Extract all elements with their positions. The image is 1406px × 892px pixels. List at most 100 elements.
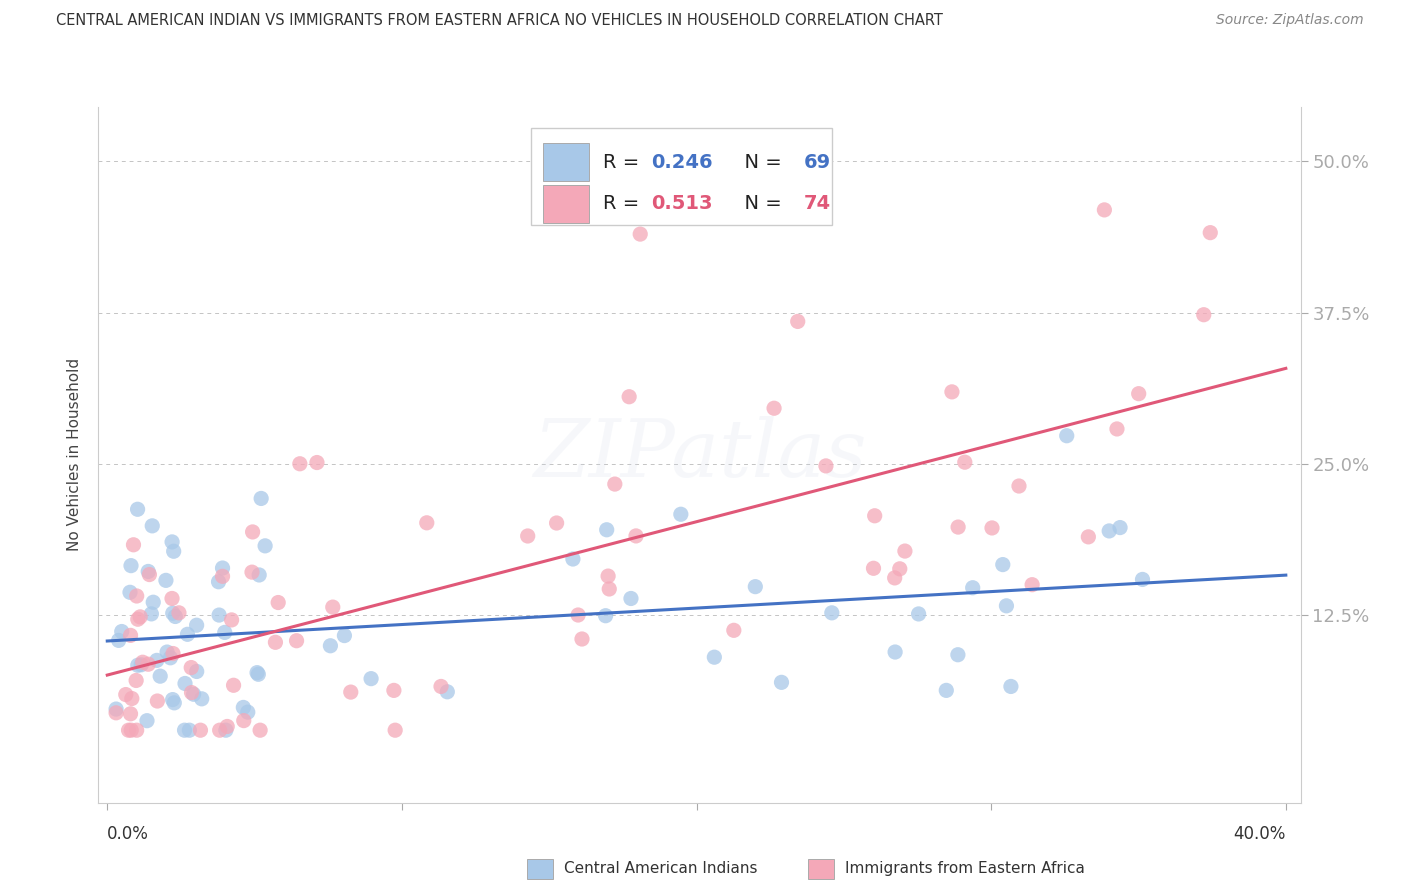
- Point: [561, 552, 583, 566]
- Text: N =: N =: [733, 153, 787, 171]
- Point: [242, 524, 264, 539]
- Point: [962, 581, 984, 595]
- Point: [160, 591, 183, 606]
- Point: [703, 650, 725, 665]
- FancyBboxPatch shape: [543, 185, 589, 223]
- Point: [1132, 573, 1154, 587]
- Point: [176, 627, 198, 641]
- Point: [125, 723, 148, 738]
- Point: [232, 700, 254, 714]
- Point: [246, 665, 269, 680]
- Point: [120, 706, 142, 721]
- Point: [863, 508, 886, 523]
- Point: [127, 502, 149, 516]
- Text: N =: N =: [733, 194, 787, 213]
- Point: [217, 719, 239, 733]
- Point: [222, 678, 245, 692]
- Point: [991, 558, 1014, 572]
- FancyBboxPatch shape: [531, 128, 832, 226]
- Point: [162, 606, 184, 620]
- Point: [141, 519, 163, 533]
- Point: [603, 477, 626, 491]
- Point: [384, 723, 406, 738]
- Point: [1128, 386, 1150, 401]
- Point: [571, 632, 593, 646]
- Point: [770, 675, 793, 690]
- Point: [884, 645, 907, 659]
- Text: Central American Indians: Central American Indians: [564, 862, 758, 876]
- Point: [160, 535, 183, 549]
- Point: [596, 523, 619, 537]
- Point: [1092, 202, 1115, 217]
- Point: [211, 569, 233, 583]
- Point: [211, 561, 233, 575]
- Point: [288, 457, 311, 471]
- Point: [208, 608, 231, 623]
- Point: [127, 612, 149, 626]
- Point: [208, 723, 231, 738]
- Point: [1008, 479, 1031, 493]
- Point: [907, 607, 929, 621]
- Point: [935, 683, 957, 698]
- Point: [941, 384, 963, 399]
- Point: [995, 599, 1018, 613]
- Y-axis label: No Vehicles in Household: No Vehicles in Household: [67, 359, 83, 551]
- Point: [105, 702, 128, 716]
- Point: [232, 714, 254, 728]
- Point: [236, 705, 259, 719]
- Point: [120, 558, 142, 573]
- Point: [953, 455, 976, 469]
- Point: [669, 508, 692, 522]
- Text: ZIPatlas: ZIPatlas: [533, 417, 866, 493]
- Point: [146, 694, 169, 708]
- Text: Source: ZipAtlas.com: Source: ZipAtlas.com: [1216, 13, 1364, 28]
- Point: [946, 648, 969, 662]
- Point: [190, 723, 212, 738]
- Point: [250, 491, 273, 506]
- Point: [1021, 577, 1043, 591]
- Point: [322, 600, 344, 615]
- Point: [163, 696, 186, 710]
- Point: [333, 629, 356, 643]
- Point: [285, 633, 308, 648]
- Point: [214, 625, 236, 640]
- Point: [624, 529, 647, 543]
- Point: [821, 606, 844, 620]
- Point: [121, 691, 143, 706]
- Text: 0.513: 0.513: [651, 194, 713, 213]
- Point: [111, 624, 134, 639]
- Point: [723, 624, 745, 638]
- Point: [763, 401, 786, 416]
- Point: [118, 585, 141, 599]
- Point: [628, 227, 651, 241]
- Text: 69: 69: [804, 153, 831, 171]
- Point: [162, 692, 184, 706]
- Point: [149, 669, 172, 683]
- Point: [186, 618, 208, 632]
- Point: [430, 680, 453, 694]
- Point: [382, 683, 405, 698]
- Point: [141, 607, 163, 621]
- Point: [107, 633, 129, 648]
- Point: [862, 561, 884, 575]
- Point: [786, 314, 808, 328]
- Point: [146, 653, 169, 667]
- Point: [180, 685, 202, 699]
- Point: [165, 609, 187, 624]
- Point: [595, 608, 617, 623]
- Point: [142, 595, 165, 609]
- Text: CENTRAL AMERICAN INDIAN VS IMMIGRANTS FROM EASTERN AFRICA NO VEHICLES IN HOUSEHO: CENTRAL AMERICAN INDIAN VS IMMIGRANTS FR…: [56, 13, 943, 29]
- Point: [138, 567, 160, 582]
- Point: [183, 687, 205, 701]
- Point: [267, 595, 290, 609]
- Text: R =: R =: [603, 153, 645, 171]
- Point: [156, 645, 179, 659]
- Point: [1199, 226, 1222, 240]
- Point: [179, 723, 201, 738]
- Point: [1098, 524, 1121, 538]
- Point: [125, 589, 148, 603]
- Point: [249, 723, 271, 738]
- Point: [889, 562, 911, 576]
- Point: [620, 591, 643, 606]
- Point: [247, 568, 270, 582]
